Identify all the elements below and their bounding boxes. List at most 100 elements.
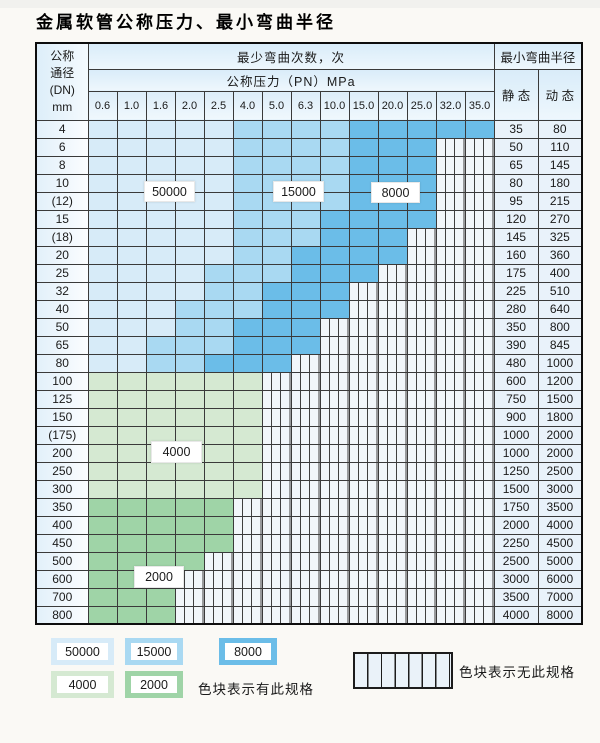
static-radius-value: 350 [493, 317, 539, 337]
dn-label: 800 [35, 605, 89, 625]
legend-label-50000: 50000 [57, 643, 108, 660]
pressure-column-header: 4.0 [232, 90, 263, 121]
grid-cell-spec [232, 281, 263, 301]
grid-cell-spec [116, 317, 147, 337]
grid-cell-no-spec [464, 227, 495, 247]
dynamic-header: 动 态 [537, 68, 583, 121]
dn-label: 400 [35, 515, 89, 535]
grid-cell-spec [406, 155, 437, 175]
pressure-column-header: 15.0 [348, 90, 379, 121]
grid-cell-spec [203, 371, 234, 391]
grid-cell-no-spec [348, 461, 379, 481]
table-row: 50 350 800 [35, 317, 583, 337]
pressure-column-header: 1.0 [116, 90, 147, 121]
static-radius-value: 390 [493, 335, 539, 355]
dynamic-radius-value: 180 [537, 173, 583, 193]
grid-cell-no-spec [203, 551, 234, 571]
grid-cell-no-spec [319, 479, 350, 499]
grid-cell-no-spec [232, 587, 263, 607]
grid-cell-no-spec [290, 497, 321, 517]
grid-cell-no-spec [464, 479, 495, 499]
grid-cell-spec [203, 443, 234, 463]
grid-cell-no-spec [464, 425, 495, 445]
grid-cell-no-spec [377, 407, 408, 427]
grid-cell-spec [174, 245, 205, 265]
grid-cell-no-spec [435, 353, 466, 373]
grid-cell-no-spec [464, 299, 495, 319]
grid-cell-spec [348, 209, 379, 229]
grid-cell-spec [174, 461, 205, 481]
grid-cell-spec [87, 497, 118, 517]
grid-cell-no-spec [435, 533, 466, 553]
grid-cell-no-spec [261, 425, 292, 445]
grid-cell-no-spec [406, 443, 437, 463]
grid-cell-spec [116, 209, 147, 229]
grid-cell-spec [203, 119, 234, 139]
table-row: 4 35 80 [35, 119, 583, 139]
page-top-strip [0, 0, 600, 8]
grid-cell-no-spec [319, 353, 350, 373]
dn-label: 80 [35, 353, 89, 373]
bend-cycles-header: 最少弯曲次数，次 [87, 42, 495, 70]
dn-label: 700 [35, 587, 89, 607]
dynamic-radius-value: 6000 [537, 569, 583, 589]
grid-cell-no-spec [348, 407, 379, 427]
static-radius-value: 900 [493, 407, 539, 427]
grid-cell-spec [87, 209, 118, 229]
grid-cell-spec [174, 407, 205, 427]
grid-cell-spec [145, 299, 176, 319]
grid-cell-no-spec [377, 569, 408, 589]
grid-cell-no-spec [377, 299, 408, 319]
grid-cell-no-spec [261, 461, 292, 481]
grid-cell-no-spec [464, 281, 495, 301]
grid-cell-no-spec [290, 425, 321, 445]
grid-cell-spec [87, 155, 118, 175]
grid-cell-spec [203, 281, 234, 301]
grid-cell-no-spec [348, 515, 379, 535]
grid-cell-spec [232, 119, 263, 139]
grid-cell-spec [87, 461, 118, 481]
grid-cell-spec [232, 191, 263, 211]
grid-cell-spec [319, 137, 350, 157]
grid-cell-spec [203, 245, 234, 265]
grid-cell-no-spec [435, 389, 466, 409]
grid-cell-no-spec [290, 353, 321, 373]
grid-cell-spec [203, 317, 234, 337]
grid-cell-spec [290, 137, 321, 157]
table-row: (175) 1000 2000 [35, 425, 583, 445]
grid-cell-no-spec [261, 587, 292, 607]
legend-has-spec-note: 色块表示有此规格 [198, 682, 314, 697]
grid-cell-spec [261, 299, 292, 319]
grid-cell-no-spec [435, 245, 466, 265]
grid-cell-spec [174, 263, 205, 283]
dynamic-radius-value: 1800 [537, 407, 583, 427]
table-row: 250 1250 2500 [35, 461, 583, 481]
static-radius-value: 3000 [493, 569, 539, 589]
grid-cell-spec [232, 245, 263, 265]
grid-cell-no-spec [290, 515, 321, 535]
region-label-4000: 4000 [151, 441, 202, 463]
grid-cell-spec [145, 515, 176, 535]
region-label-2000: 2000 [134, 566, 184, 588]
grid-cell-spec [319, 281, 350, 301]
grid-cell-no-spec [464, 209, 495, 229]
table-row: 25 175 400 [35, 263, 583, 283]
grid-cell-spec [87, 227, 118, 247]
grid-cell-spec [319, 155, 350, 175]
corner-line3: (DN) [49, 82, 75, 97]
static-radius-value: 1750 [493, 497, 539, 517]
grid-cell-spec [203, 173, 234, 193]
grid-cell-no-spec [319, 407, 350, 427]
grid-cell-no-spec [435, 209, 466, 229]
grid-cell-spec [232, 479, 263, 499]
grid-cell-spec [145, 317, 176, 337]
grid-cell-no-spec [406, 299, 437, 319]
grid-cell-spec [232, 299, 263, 319]
grid-cell-no-spec [377, 551, 408, 571]
dynamic-radius-value: 8000 [537, 605, 583, 625]
grid-cell-spec [232, 155, 263, 175]
dn-label: 500 [35, 551, 89, 571]
dynamic-radius-value: 2500 [537, 461, 583, 481]
pressure-column-header: 2.0 [174, 90, 205, 121]
grid-cell-no-spec [290, 461, 321, 481]
